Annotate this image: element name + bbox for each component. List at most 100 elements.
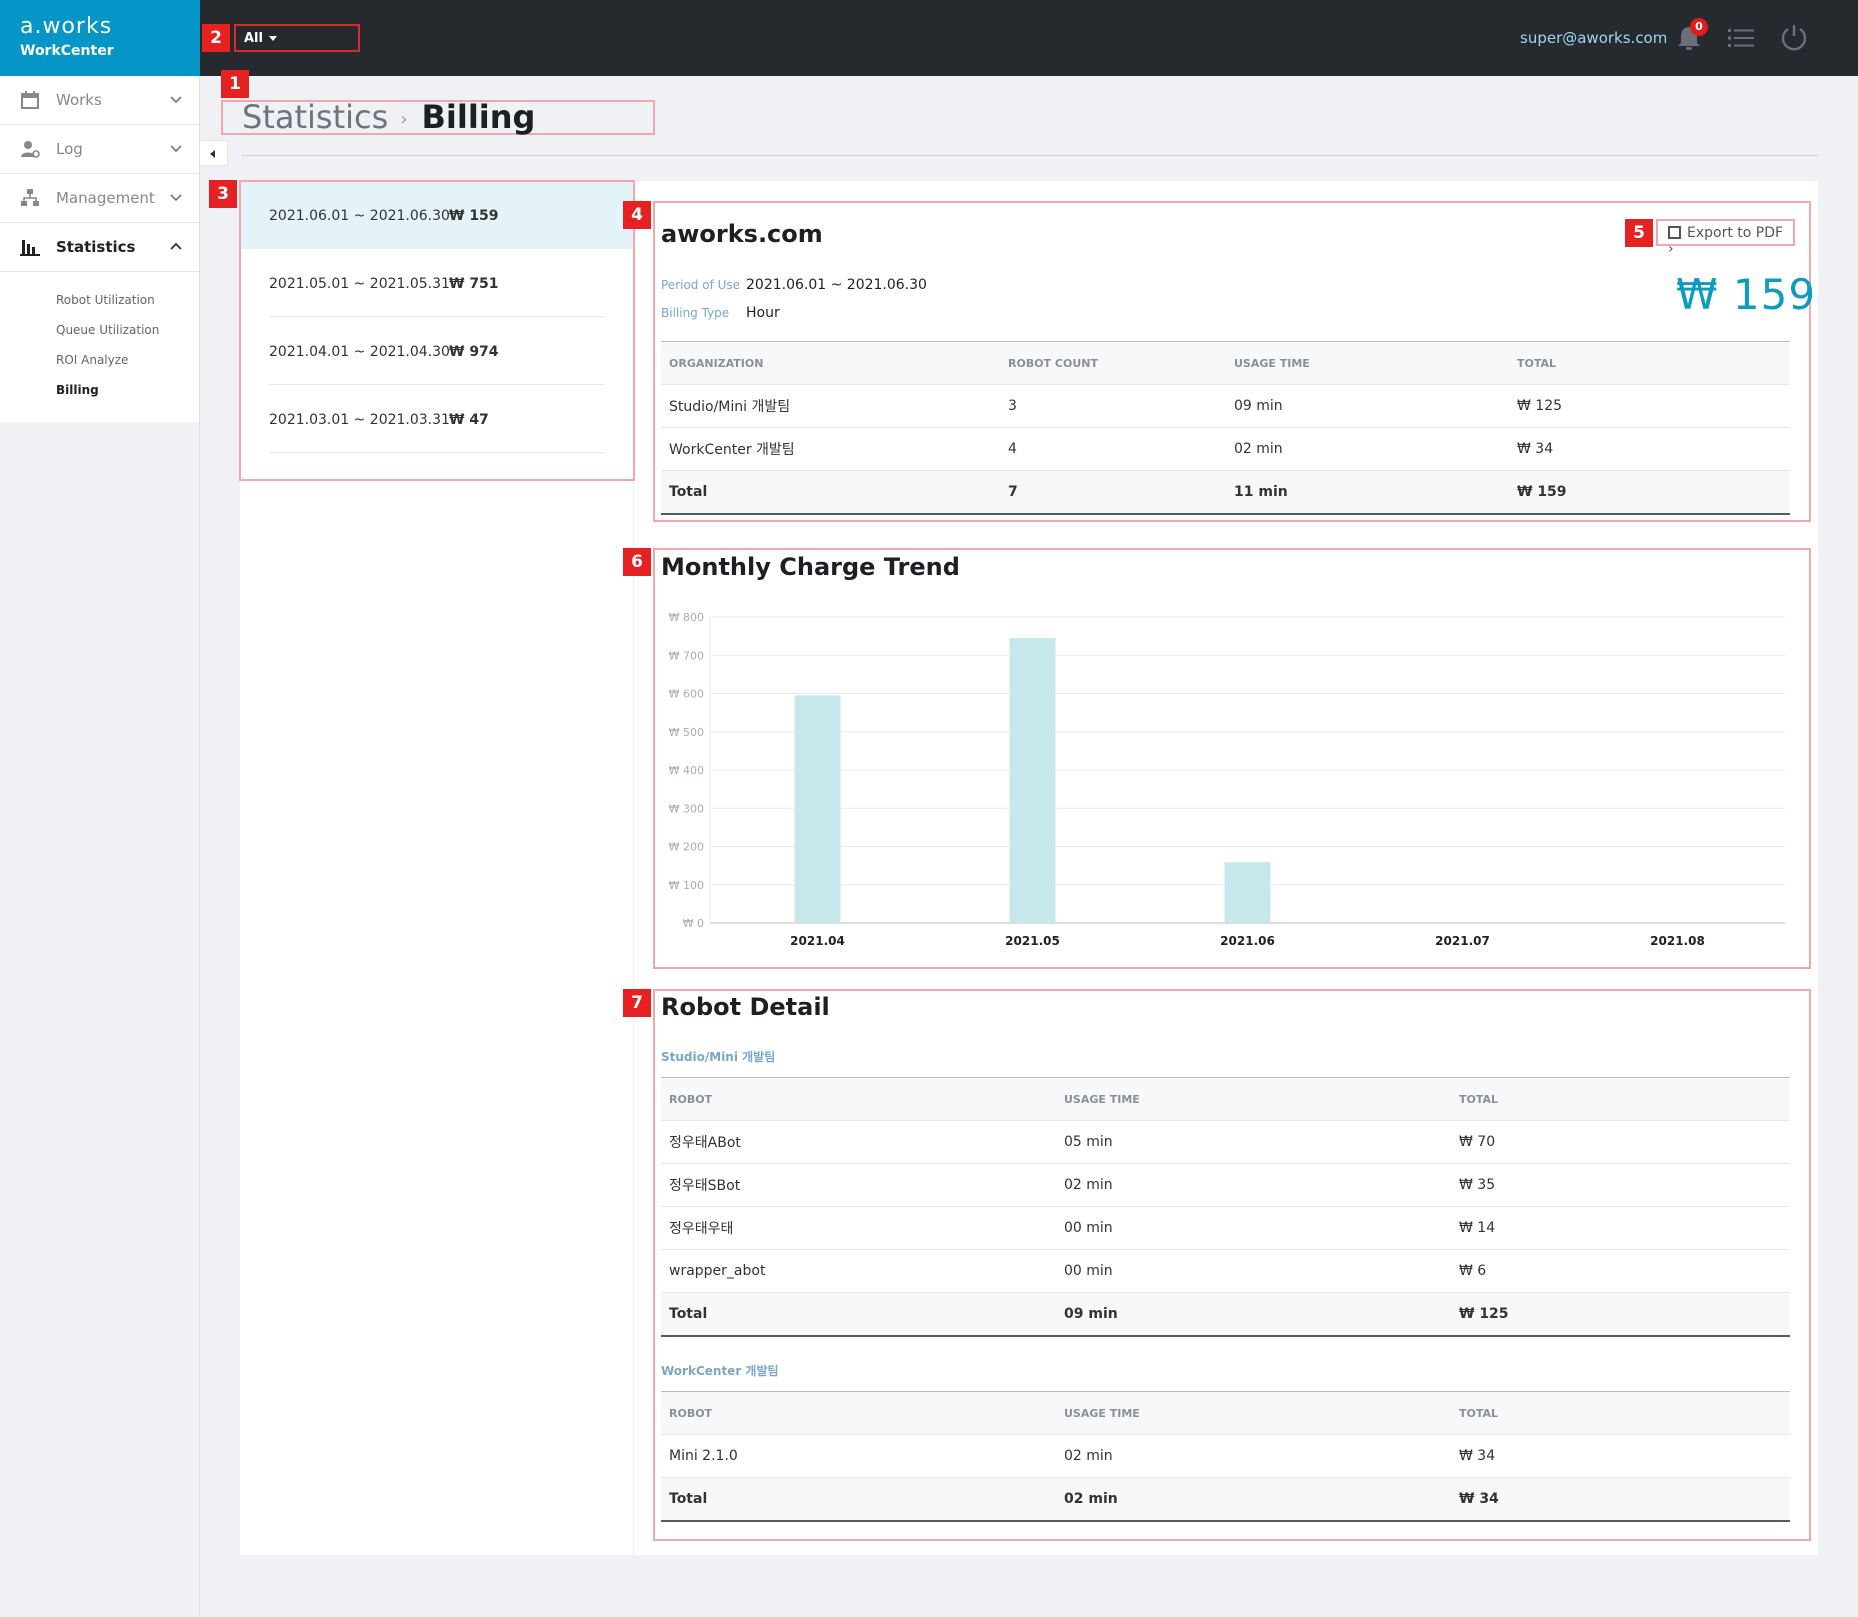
list-menu-icon[interactable] — [1728, 26, 1754, 50]
y-tick-label: ₩ 0 — [683, 917, 704, 930]
bar-chart-icon — [20, 240, 40, 256]
column-header: TOTAL — [1451, 1077, 1790, 1121]
table-row[interactable]: 정우태우태 00 min ₩ 14 — [661, 1206, 1790, 1250]
table-row[interactable]: Mini 2.1.0 02 min ₩ 34 — [661, 1434, 1790, 1478]
divider — [269, 316, 604, 317]
y-tick-label: ₩ 200 — [669, 841, 704, 854]
chart-bar — [1009, 638, 1056, 923]
billing-total-amount: ₩ 159 — [1676, 270, 1817, 319]
chevron-right-icon: › — [1668, 241, 1674, 257]
organization-filter-dropdown[interactable]: All — [234, 24, 360, 52]
breadcrumb: Statistics › Billing — [242, 98, 535, 136]
x-tick-label: 2021.07 — [1435, 934, 1490, 948]
period-item[interactable]: 2021.05.01 ~ 2021.05.31 ₩ 751 — [240, 249, 634, 317]
y-tick-label: ₩ 400 — [669, 764, 704, 777]
sidebar-item-label: Statistics — [56, 238, 136, 256]
period-list-highlight — [239, 180, 635, 481]
submenu-roi-analyze[interactable]: ROI Analyze — [56, 353, 129, 367]
cell-total-time: 02 min — [1056, 1477, 1451, 1522]
period-amount: ₩ 751 — [449, 276, 499, 292]
chevron-down-icon — [170, 96, 182, 104]
billing-type-label: Billing Type — [661, 306, 730, 320]
cell-total-time: 11 min — [1226, 470, 1509, 515]
cell-total-amount: ₩ 159 — [1509, 470, 1790, 515]
sidebar-item-log[interactable]: Log — [0, 125, 199, 174]
cell-total-label: Total — [661, 1292, 1056, 1337]
notification-count-badge: 0 — [1690, 18, 1708, 36]
cell-usage-time: 00 min — [1056, 1206, 1451, 1250]
table-row[interactable]: Studio/Mini 개발팀 3 09 min ₩ 125 — [661, 384, 1790, 428]
table-row[interactable]: wrapper_abot 00 min ₩ 6 — [661, 1249, 1790, 1293]
top-bar: a.works WorkCenter All super@aworks.com … — [0, 0, 1858, 76]
cell-total-label: Total — [661, 1477, 1056, 1522]
cell-total-amount: ₩ 34 — [1451, 1477, 1790, 1522]
power-logout-icon[interactable] — [1780, 23, 1808, 51]
cell-total: ₩ 70 — [1451, 1120, 1790, 1164]
period-of-use-label: Period of Use — [661, 278, 741, 292]
submenu-queue-utilization[interactable]: Queue Utilization — [56, 323, 160, 337]
pdf-icon — [1668, 226, 1681, 239]
period-range: 2021.03.01 ~ 2021.03.31 — [269, 412, 450, 428]
table-row[interactable]: 정우태SBot 02 min ₩ 35 — [661, 1163, 1790, 1207]
cell-usage-time: 05 min — [1056, 1120, 1451, 1164]
sidebar-item-label: Works — [56, 91, 102, 109]
period-list-column — [240, 181, 634, 1555]
sidebar-item-management[interactable]: Management — [0, 174, 199, 223]
submenu-robot-utilization[interactable]: Robot Utilization — [56, 293, 155, 307]
cell-total: ₩ 34 — [1509, 427, 1790, 471]
y-tick-label: ₩ 800 — [669, 611, 704, 624]
table-row[interactable]: 정우태ABot 05 min ₩ 70 — [661, 1120, 1790, 1164]
column-header: USAGE TIME — [1056, 1077, 1451, 1121]
annotation-badge: 7 — [623, 989, 651, 1017]
billing-summary-table: ORGANIZATION ROBOT COUNT USAGE TIME TOTA… — [661, 341, 1790, 515]
calendar-icon — [21, 91, 39, 109]
breadcrumb-parent[interactable]: Statistics — [242, 98, 389, 136]
cell-robot: Mini 2.1.0 — [661, 1434, 1056, 1478]
period-item[interactable]: 2021.03.01 ~ 2021.03.31 ₩ 47 — [240, 385, 634, 453]
y-tick-label: ₩ 600 — [669, 688, 704, 701]
header-divider — [242, 155, 1818, 156]
chevron-up-icon — [170, 242, 182, 250]
divider — [269, 452, 604, 453]
cell-total-label: Total — [661, 470, 1000, 515]
cell-robot-count: 3 — [1000, 384, 1226, 428]
robot-detail-table: ROBOT USAGE TIME TOTAL 정우태ABot 05 min ₩ … — [661, 1077, 1790, 1337]
cell-total: ₩ 14 — [1451, 1206, 1790, 1250]
sidebar-item-label: Management — [56, 189, 155, 207]
export-pdf-button[interactable]: Export to PDF › — [1656, 219, 1795, 257]
trend-chart-highlight — [653, 548, 1811, 969]
sidebar-item-statistics[interactable]: Statistics — [0, 223, 199, 272]
group-name: Studio/Mini 개발팀 — [661, 1050, 776, 1064]
annotation-badge: 2 — [202, 24, 230, 52]
cell-organization: WorkCenter 개발팀 — [661, 427, 1000, 471]
column-header: ORGANIZATION — [661, 341, 1000, 385]
sidebar-item-works[interactable]: Works — [0, 76, 199, 125]
period-amount: ₩ 47 — [449, 412, 489, 428]
billing-type-value: Hour — [746, 305, 780, 321]
submenu-billing[interactable]: Billing — [56, 383, 99, 397]
column-header: ROBOT COUNT — [1000, 341, 1226, 385]
table-total-row: Total 02 min ₩ 34 — [661, 1477, 1790, 1522]
divider — [269, 384, 604, 385]
annotation-badge: 6 — [623, 548, 651, 576]
period-item-selected[interactable]: 2021.06.01 ~ 2021.06.30 ₩ 159 — [240, 181, 634, 249]
user-email-link[interactable]: super@aworks.com — [1520, 29, 1668, 47]
sidebar-collapse-toggle[interactable] — [200, 140, 228, 166]
table-row[interactable]: WorkCenter 개발팀 4 02 min ₩ 34 — [661, 427, 1790, 471]
trend-title: Monthly Charge Trend — [661, 553, 960, 581]
cell-total: ₩ 6 — [1451, 1249, 1790, 1293]
organization-name: aworks.com — [661, 220, 823, 248]
chevron-right-icon: › — [400, 108, 408, 130]
period-item[interactable]: 2021.04.01 ~ 2021.04.30 ₩ 974 — [240, 317, 634, 385]
table-header-row: ORGANIZATION ROBOT COUNT USAGE TIME TOTA… — [661, 341, 1790, 385]
column-header: USAGE TIME — [1226, 341, 1509, 385]
caret-down-icon — [268, 36, 277, 41]
cell-usage-time: 00 min — [1056, 1249, 1451, 1293]
breadcrumb-highlight — [221, 100, 655, 135]
sidebar-item-label: Log — [56, 140, 83, 158]
column-header: TOTAL — [1451, 1391, 1790, 1435]
brand-logo[interactable]: a.works WorkCenter — [0, 0, 200, 76]
chevron-down-icon — [170, 145, 182, 153]
sidebar-nav: Works Log Management Statistics — [0, 76, 199, 272]
statistics-submenu: Robot Utilization Queue Utilization ROI … — [0, 272, 199, 422]
